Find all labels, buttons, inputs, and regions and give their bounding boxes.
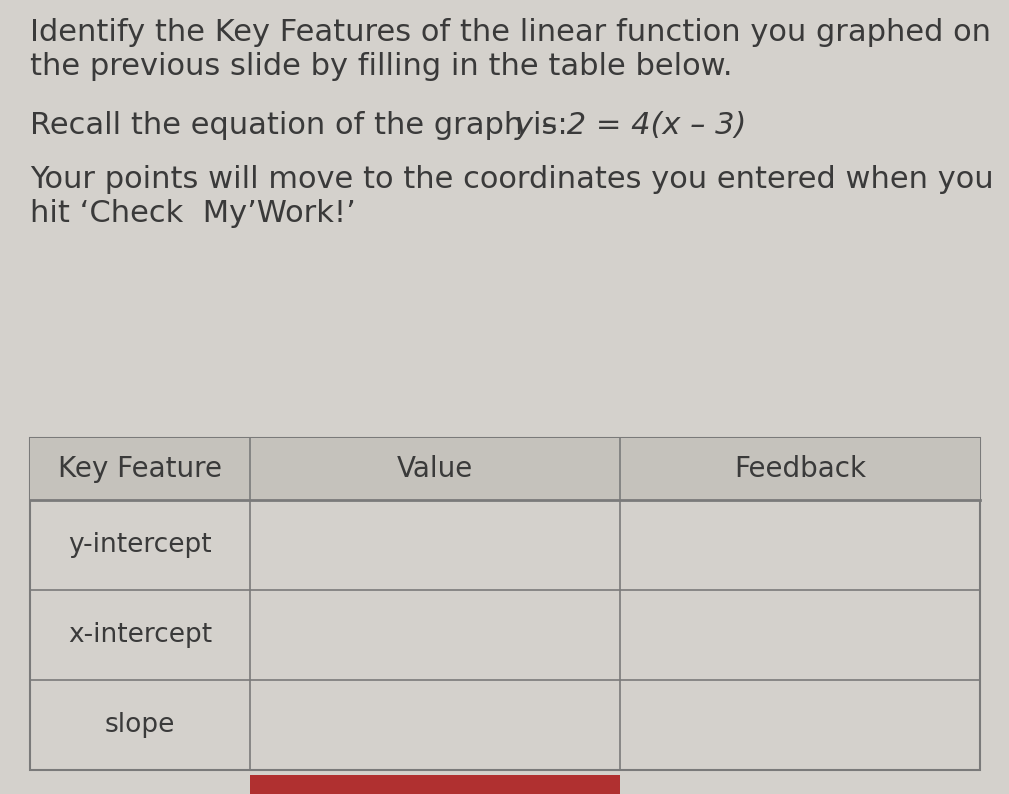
FancyBboxPatch shape [250,775,620,794]
Text: the previous slide by filling in the table below.: the previous slide by filling in the tab… [30,52,733,81]
Text: slope: slope [105,712,176,738]
Text: Recall the equation of the graph is:: Recall the equation of the graph is: [30,111,577,141]
Text: y-intercept: y-intercept [69,532,212,558]
Text: Your points will move to the coordinates you entered when you: Your points will move to the coordinates… [30,165,994,195]
FancyBboxPatch shape [30,438,980,770]
Text: x-intercept: x-intercept [68,622,212,648]
Text: Value: Value [397,455,473,483]
FancyBboxPatch shape [30,438,980,500]
Text: Identify the Key Features of the linear function you graphed on: Identify the Key Features of the linear … [30,18,991,47]
Text: hit ‘Check  My’Work!’: hit ‘Check My’Work!’ [30,199,356,229]
Text: Key Feature: Key Feature [58,455,222,483]
Text: Feedback: Feedback [734,455,866,483]
Text: y – 2 = 4(x – 3): y – 2 = 4(x – 3) [515,111,747,141]
